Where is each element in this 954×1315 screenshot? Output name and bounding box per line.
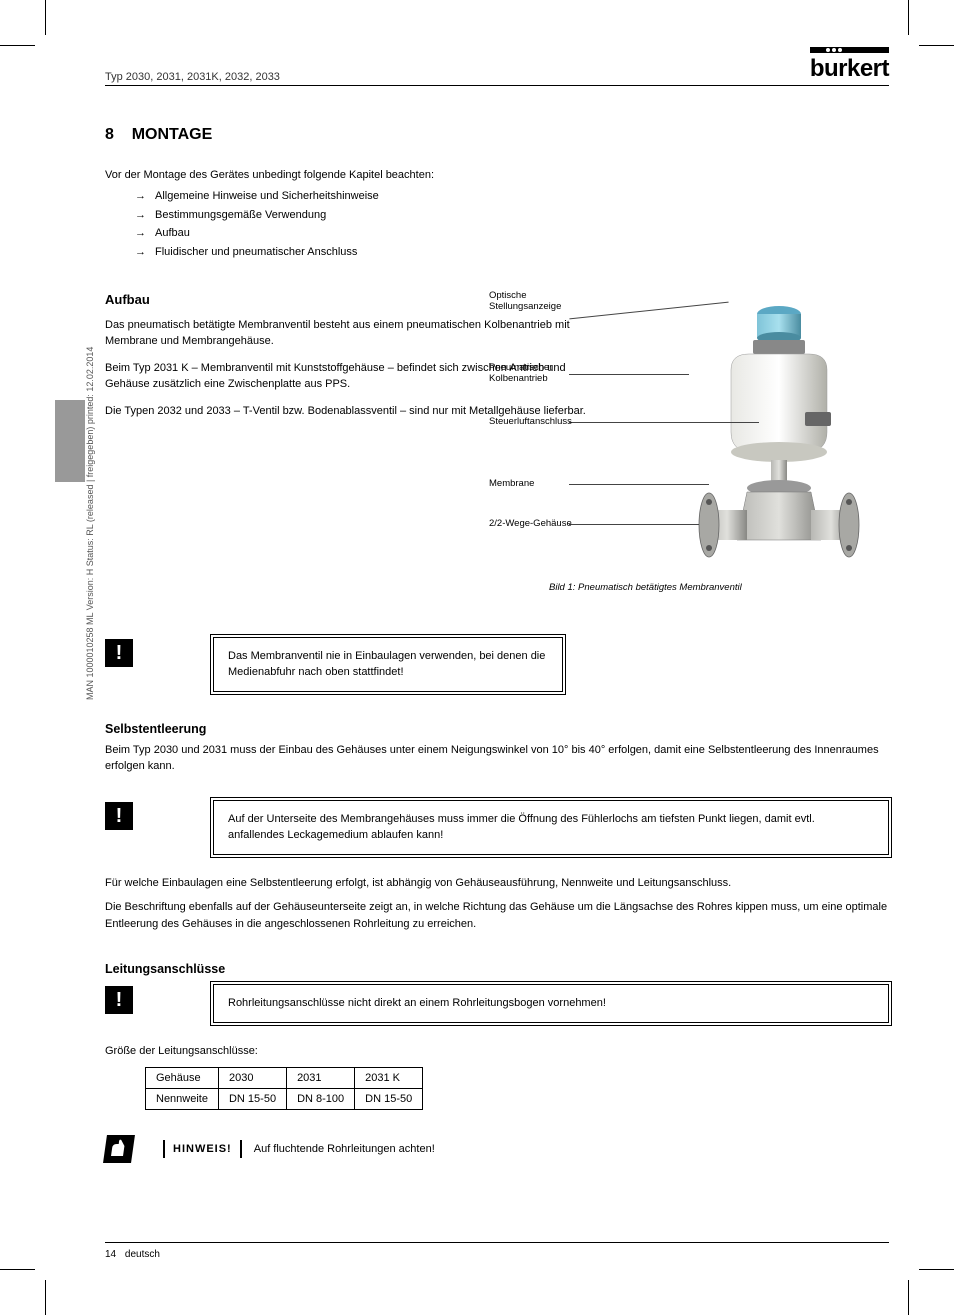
callout-line — [569, 524, 699, 525]
table-header-cell: 2031 — [287, 1068, 355, 1089]
table-cell: Nennweite — [146, 1089, 219, 1110]
page-footer: 14 deutsch — [105, 1242, 889, 1260]
checklist-item: Aufbau — [135, 224, 889, 243]
subheading-leitungsanschluesse: Leitungsanschlüsse — [105, 962, 889, 976]
crop-mark — [45, 1280, 46, 1315]
crop-mark — [0, 45, 35, 46]
body-paragraph: Das pneumatisch betätigte Membranventil … — [105, 317, 609, 350]
crop-mark — [0, 1269, 35, 1270]
body-paragraph: Beim Typ 2030 und 2031 muss der Einbau d… — [105, 742, 889, 775]
body-paragraph: Die Beschriftung ebenfalls auf der Gehäu… — [105, 899, 889, 932]
checklist-item: Fluidischer und pneumatischer Anschluss — [135, 243, 889, 262]
callout-line — [569, 374, 689, 375]
table-header-cell: 2031 K — [355, 1068, 423, 1089]
checklist-item: Bestimmungsgemäße Verwendung — [135, 206, 889, 225]
crop-mark — [45, 0, 46, 35]
table-heading: Größe der Leitungsanschlüsse: — [105, 1043, 889, 1060]
page-number: 14 — [105, 1249, 116, 1260]
warning-box: Das Membranventil nie in Einbaulagen ver… — [213, 637, 563, 692]
device-diagram: Optische Stellungsanzeige Pneumatischer … — [609, 292, 869, 612]
subheading-selbstentleerung: Selbstentleerung — [105, 722, 889, 736]
table-header-cell: 2030 — [218, 1068, 286, 1089]
notice-hand-icon — [103, 1135, 135, 1163]
callout-line — [569, 484, 709, 485]
body-paragraph: Für welche Einbaulagen eine Selbstentlee… — [105, 875, 889, 892]
intro-paragraph: Vor der Montage des Gerätes unbedingt fo… — [105, 169, 889, 181]
notice-text: Auf fluchtende Rohrleitungen achten! — [254, 1143, 435, 1155]
table-row: Nennweite DN 15-50 DN 8-100 DN 15-50 — [146, 1089, 423, 1110]
table-cell: DN 15-50 — [355, 1089, 423, 1110]
crop-mark — [919, 45, 954, 46]
checklist: Allgemeine Hinweise und Sicherheitshinwe… — [135, 187, 889, 262]
warning-box: Rohrleitungsanschlüsse nicht direkt an e… — [213, 984, 889, 1023]
notice-label: HINWEIS! — [163, 1140, 242, 1158]
warning-icon: ! — [105, 802, 133, 830]
callout-label: Steuerluftanschluss — [489, 416, 579, 427]
valve-illustration — [669, 292, 869, 612]
table-cell: DN 8-100 — [287, 1089, 355, 1110]
checklist-item: Allgemeine Hinweise und Sicherheitshinwe… — [135, 187, 889, 206]
callout-line — [569, 422, 759, 423]
page-header: Typ 2030, 2031, 2031K, 2032, 2033 burker… — [105, 55, 889, 86]
language-tab — [55, 400, 85, 482]
crop-mark — [908, 0, 909, 35]
callout-label: Pneumatischer Kolbenantrieb — [489, 362, 579, 385]
callout-label: 2/2-Wege-Gehäuse — [489, 518, 579, 529]
callout-label: Optische Stellungsanzeige — [489, 290, 579, 313]
sizes-table: Gehäuse 2030 2031 2031 K Nennweite DN 15… — [145, 1067, 423, 1110]
figure-caption: Bild 1: Pneumatisch betätigtes Membranve… — [549, 582, 829, 593]
warning-icon: ! — [105, 986, 133, 1014]
warning-icon: ! — [105, 639, 133, 667]
crop-mark — [908, 1280, 909, 1315]
warning-box: Auf der Unterseite des Membrangehäuses m… — [213, 800, 889, 855]
table-cell: DN 15-50 — [218, 1089, 286, 1110]
callout-label: Membrane — [489, 478, 579, 489]
crop-mark — [919, 1269, 954, 1270]
footer-language: deutsch — [125, 1249, 160, 1260]
section-heading: 8 MONTAGE — [105, 126, 889, 144]
table-header-cell: Gehäuse — [146, 1068, 219, 1089]
table-row: Gehäuse 2030 2031 2031 K — [146, 1068, 423, 1089]
document-type-title: Typ 2030, 2031, 2031K, 2032, 2033 — [105, 71, 280, 83]
document-version-info: MAN 1000010258 ML Version: H Status: RL … — [85, 347, 95, 700]
burkert-logo: burkert — [810, 55, 889, 83]
